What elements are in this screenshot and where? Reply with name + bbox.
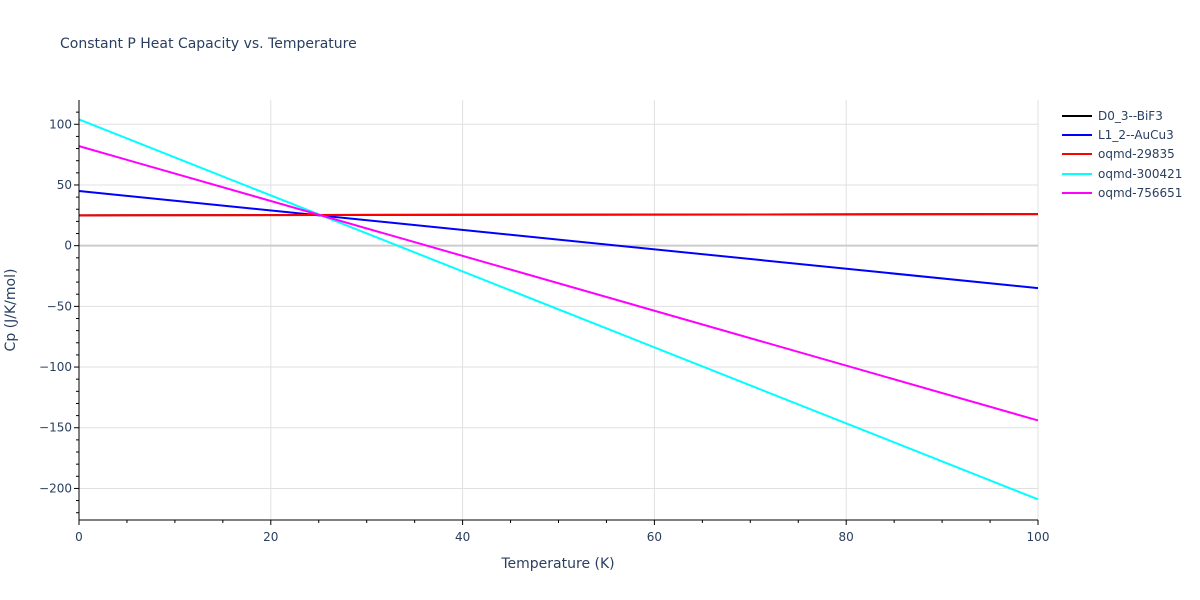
y-tick-label: −150 <box>39 421 72 435</box>
chart-title: Constant P Heat Capacity vs. Temperature <box>60 36 357 52</box>
y-axis-label: Cp (J/K/mol) <box>3 269 19 352</box>
axes: 0 20 40 60 80 100 100 50 0 −50 −100 −150 −200 <box>39 100 1049 544</box>
legend-line-icon <box>1062 191 1092 194</box>
data-lines <box>78 118 1039 501</box>
y-tick-label: 50 <box>57 178 72 192</box>
y-tick-label: −200 <box>39 481 72 495</box>
legend-line-icon <box>1062 172 1092 175</box>
series-line-oqmd-29835 <box>78 213 1039 217</box>
legend-line-icon <box>1062 114 1092 117</box>
y-tick-label: 0 <box>64 239 72 253</box>
legend: D0_3--BiF3 L1_2--AuCu3 oqmd-29835 oqmd-3004… <box>1062 106 1182 202</box>
legend-label: oqmd-756651 <box>1098 185 1183 200</box>
legend-item[interactable]: oqmd-756651 <box>1062 183 1182 202</box>
x-tick-label: 0 <box>75 530 83 544</box>
legend-item[interactable]: oqmd-300421 <box>1062 164 1182 183</box>
y-tick-label: 100 <box>49 117 72 131</box>
x-tick-label: 40 <box>455 530 470 544</box>
x-axis-label: Temperature (K) <box>500 556 614 572</box>
legend-label: oqmd-300421 <box>1098 166 1183 181</box>
x-tick-label: 60 <box>647 530 662 544</box>
y-tick-label: −50 <box>47 299 72 313</box>
legend-line-icon <box>1062 153 1092 156</box>
series-line-oqmd-300421 <box>78 118 1039 501</box>
gridlines <box>79 100 1039 520</box>
x-tick-label: 100 <box>1027 530 1050 544</box>
series-line-oqmd-756651 <box>78 145 1039 422</box>
y-tick-label: −100 <box>39 360 72 374</box>
legend-label: oqmd-29835 <box>1098 147 1175 162</box>
legend-line-icon <box>1062 133 1092 136</box>
legend-item[interactable]: L1_2--AuCu3 <box>1062 125 1182 144</box>
legend-label: L1_2--AuCu3 <box>1098 127 1174 142</box>
legend-item[interactable]: oqmd-29835 <box>1062 145 1182 164</box>
x-tick-label: 80 <box>839 530 854 544</box>
series-line-L1_2--AuCu3 <box>78 190 1039 290</box>
x-tick-label: 20 <box>263 530 278 544</box>
legend-label: D0_3--BiF3 <box>1098 108 1163 123</box>
legend-item[interactable]: D0_3--BiF3 <box>1062 106 1182 125</box>
